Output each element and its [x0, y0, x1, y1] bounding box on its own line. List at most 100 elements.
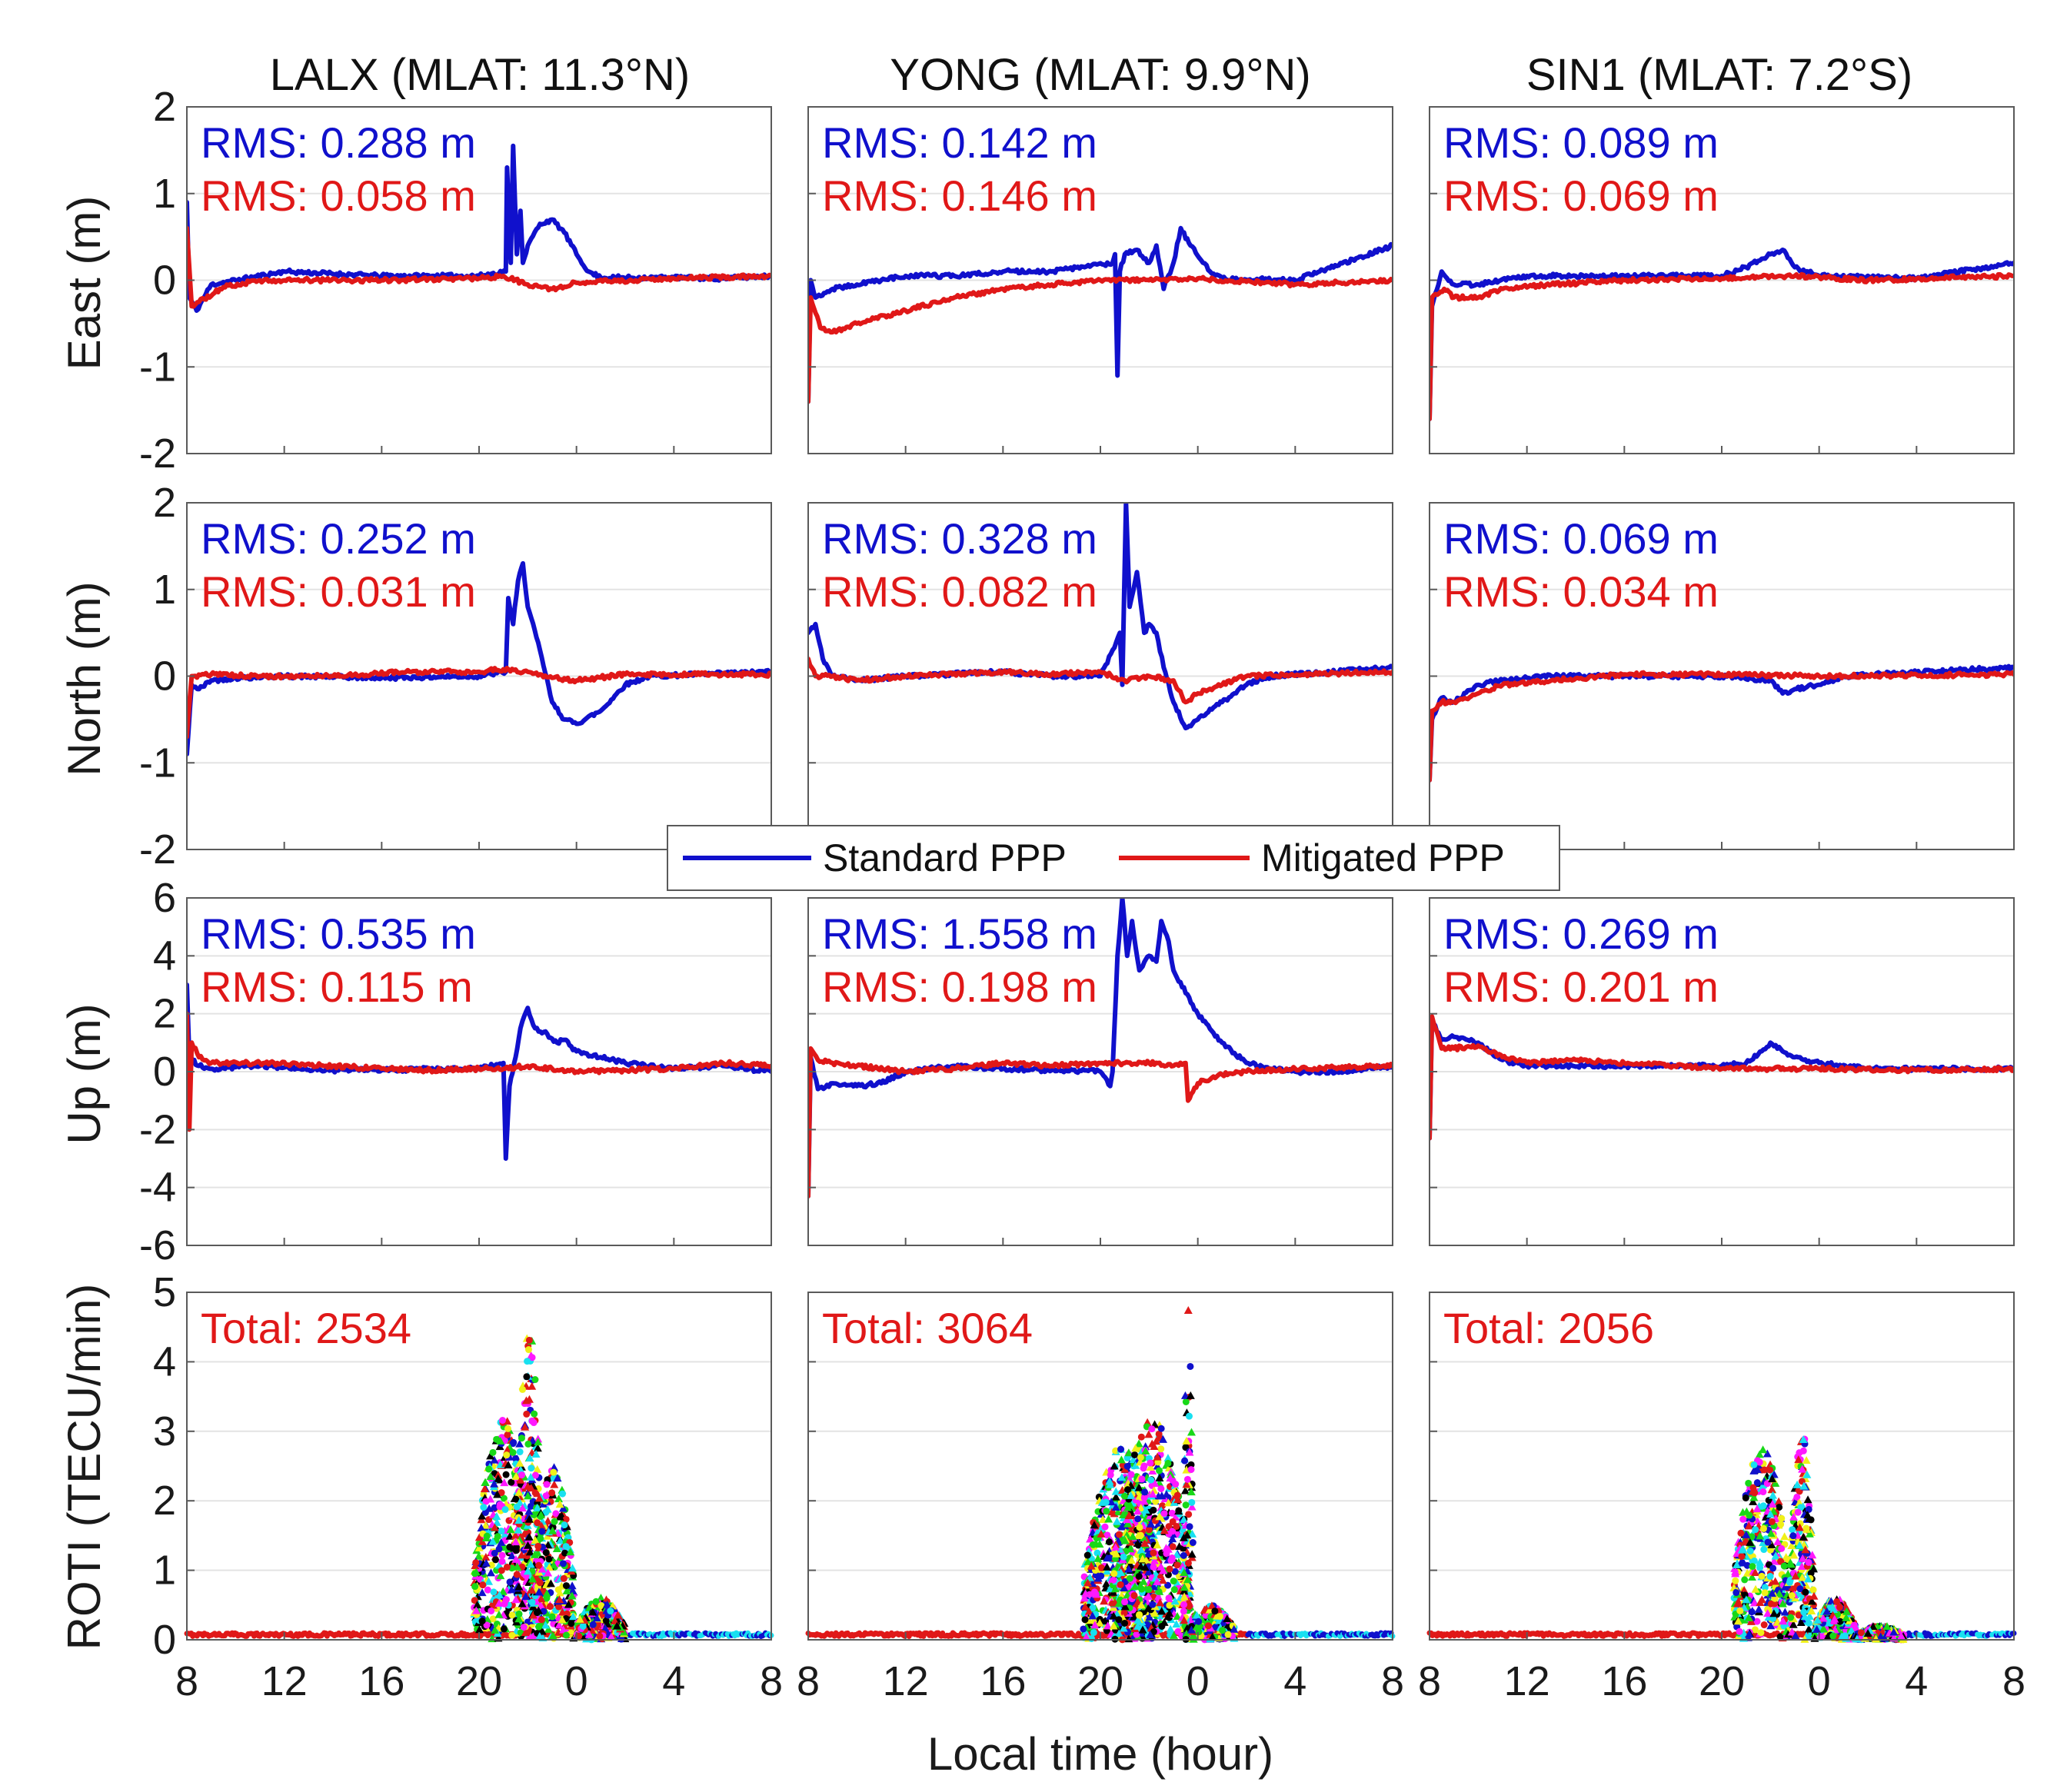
roti-marker: [1185, 1412, 1193, 1420]
roti-marker: [514, 1488, 524, 1496]
roti-marker: [1805, 1619, 1812, 1627]
ytick-label: 2: [153, 84, 176, 130]
ytick-label: 2: [153, 991, 176, 1037]
roti-marker: [561, 1521, 568, 1529]
roti-marker: [1183, 1306, 1193, 1315]
rms-standard: RMS: 0.269 m: [1443, 909, 1719, 958]
roti-marker: [558, 1504, 568, 1512]
roti-marker: [555, 1512, 564, 1521]
roti-marker: [511, 1531, 520, 1539]
roti-marker: [1753, 1479, 1761, 1487]
rms-mitigated: RMS: 0.034 m: [1443, 567, 1719, 616]
roti-marker: [478, 1511, 487, 1520]
roti-marker: [477, 1524, 486, 1532]
xtick-label: 8: [797, 1658, 820, 1704]
roti-marker: [493, 1490, 502, 1498]
roti-marker: [518, 1435, 525, 1442]
mitigated-ppp-line: [1430, 271, 2014, 421]
roti-marker: [552, 1544, 561, 1553]
roti-marker: [494, 1474, 503, 1482]
mitigated-ppp-line: [808, 657, 1393, 705]
roti-marker: [542, 1492, 550, 1500]
roti-marker: [488, 1561, 495, 1569]
roti-marker: [1120, 1553, 1127, 1561]
roti-marker: [534, 1438, 543, 1446]
ytick-label: 0: [153, 1617, 176, 1663]
roti-marker: [535, 1631, 544, 1640]
roti-marker: [509, 1448, 517, 1456]
roti-marker: [482, 1498, 490, 1505]
roti-marker: [530, 1550, 539, 1558]
roti-marker: [474, 1551, 483, 1560]
roti-marker: [1216, 1613, 1223, 1621]
roti-marker: [515, 1458, 524, 1467]
roti-marker: [490, 1523, 499, 1531]
xtick-label: 4: [1283, 1658, 1306, 1704]
roti-marker: [488, 1607, 495, 1614]
roti-marker: [1778, 1514, 1786, 1522]
roti-marker: [512, 1495, 520, 1503]
roti-marker: [1758, 1572, 1766, 1580]
roti-marker: [511, 1471, 521, 1480]
roti-marker: [498, 1587, 508, 1595]
roti-marker: [1757, 1629, 1765, 1637]
roti-marker: [1769, 1564, 1777, 1572]
roti-marker: [518, 1599, 527, 1607]
roti-marker: [552, 1510, 560, 1518]
roti-marker: [498, 1558, 506, 1565]
roti-marker: [501, 1506, 509, 1514]
xtick-label: 4: [662, 1658, 685, 1704]
roti-marker: [1167, 1557, 1175, 1564]
roti-marker: [1794, 1508, 1802, 1516]
roti-marker: [1105, 1538, 1113, 1546]
roti-marker: [1741, 1576, 1749, 1584]
roti-marker: [478, 1617, 486, 1625]
roti-marker: [1150, 1506, 1157, 1514]
roti-marker: [514, 1525, 523, 1534]
roti-marker: [471, 1583, 479, 1591]
roti-marker: [537, 1594, 546, 1603]
roti-marker: [508, 1478, 515, 1486]
roti-marker: [1136, 1611, 1143, 1619]
roti-marker: [554, 1494, 564, 1503]
roti-marker: [1736, 1627, 1743, 1635]
roti-marker: [543, 1481, 551, 1488]
roti-marker: [1737, 1529, 1745, 1537]
roti-marker: [499, 1416, 507, 1424]
standard-ppp-line: [808, 225, 1393, 404]
roti-marker: [537, 1535, 544, 1543]
roti-marker: [1090, 1629, 1097, 1637]
roti-marker: [486, 1451, 495, 1460]
roti-marker: [481, 1521, 491, 1529]
roti-marker: [531, 1449, 541, 1458]
roti-marker: [602, 1617, 610, 1624]
roti-marker: [524, 1358, 531, 1365]
roti-marker: [568, 1612, 577, 1621]
roti-marker: [511, 1595, 521, 1604]
roti-marker: [498, 1489, 505, 1497]
roti-marker: [528, 1417, 536, 1425]
roti-marker: [491, 1625, 500, 1634]
ytick-label: 4: [153, 933, 176, 979]
roti-marker: [510, 1438, 518, 1446]
roti-marker: [1081, 1616, 1089, 1624]
roti-marker: [506, 1525, 515, 1534]
mitigated-ppp-line: [187, 1011, 771, 1132]
roti-total: Total: 3064: [822, 1304, 1033, 1352]
rms-mitigated: RMS: 0.198 m: [822, 962, 1097, 1011]
roti-marker: [534, 1542, 542, 1550]
roti-marker: [503, 1445, 512, 1454]
roti-marker: [1124, 1486, 1132, 1494]
roti-marker: [1157, 1445, 1165, 1453]
roti-marker: [489, 1615, 497, 1623]
roti-marker: [542, 1508, 550, 1516]
roti-marker: [1181, 1457, 1189, 1465]
roti-marker: [1777, 1521, 1785, 1528]
roti-marker: [481, 1534, 491, 1542]
roti-marker: [521, 1422, 530, 1431]
roti-marker: [473, 1601, 482, 1609]
